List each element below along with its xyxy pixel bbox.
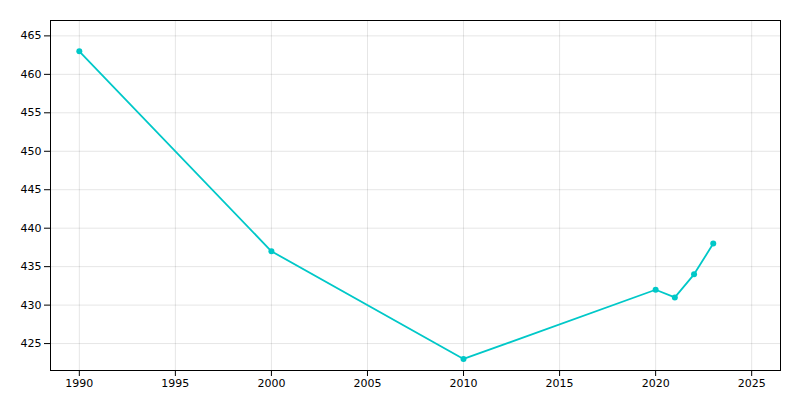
svg-text:435: 435 [21,260,42,273]
svg-text:2005: 2005 [353,377,381,390]
svg-text:455: 455 [21,106,42,119]
svg-text:450: 450 [21,145,42,158]
svg-text:425: 425 [21,337,42,350]
svg-text:430: 430 [21,299,42,312]
svg-text:2010: 2010 [450,377,478,390]
svg-text:2015: 2015 [546,377,574,390]
svg-text:1995: 1995 [161,377,189,390]
svg-text:465: 465 [21,29,42,42]
svg-text:445: 445 [21,183,42,196]
svg-text:2000: 2000 [257,377,285,390]
svg-text:1990: 1990 [65,377,93,390]
svg-text:2020: 2020 [642,377,670,390]
svg-text:2025: 2025 [738,377,766,390]
svg-text:460: 460 [21,68,42,81]
svg-text:440: 440 [21,222,42,235]
